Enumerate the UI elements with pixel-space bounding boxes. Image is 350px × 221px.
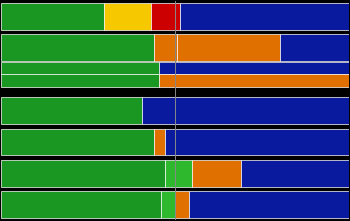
Bar [142,97,349,124]
Bar [180,3,349,30]
Bar [177,34,280,61]
Bar [159,62,349,74]
Bar [241,160,349,187]
Bar [164,129,349,155]
Bar [193,160,241,187]
Bar [1,191,161,218]
Bar [1,3,104,30]
Bar [161,191,175,218]
Bar [154,129,164,155]
Bar [189,191,349,218]
Bar [159,74,349,87]
Bar [104,3,150,30]
Bar [1,34,154,61]
Bar [1,74,159,87]
Bar [1,129,154,155]
Bar [1,97,142,124]
Bar [1,160,164,187]
Bar [154,34,177,61]
Bar [175,191,189,218]
Bar [164,160,193,187]
Bar [1,62,159,74]
Bar [280,34,349,61]
Bar [150,3,180,30]
